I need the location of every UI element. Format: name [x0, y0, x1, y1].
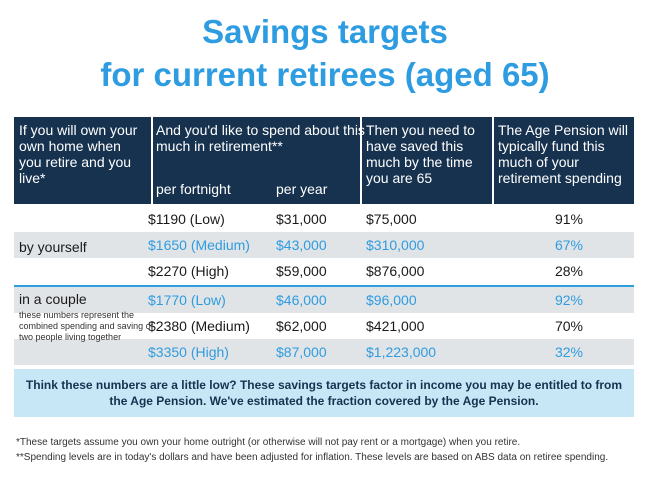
per-year-cell: $62,000	[276, 318, 327, 334]
saved-cell: $310,000	[366, 237, 425, 253]
saved-cell: $96,000	[366, 292, 417, 308]
saved-cell: $876,000	[366, 263, 425, 279]
header-divider	[151, 117, 153, 204]
group-divider	[14, 285, 634, 287]
per-year-cell: $46,000	[276, 292, 327, 308]
per-fortnight-cell: $1190 (Low)	[148, 211, 225, 227]
per-year-cell: $31,000	[276, 211, 327, 227]
per-fortnight-cell: $1650 (Medium)	[148, 237, 250, 253]
saved-cell: $1,223,000	[366, 344, 437, 360]
saved-cell: $75,000	[366, 211, 417, 227]
per-fortnight-cell: $3350 (High)	[148, 344, 229, 360]
footnote-1: *These targets assume you own your home …	[16, 437, 521, 448]
pension-cell: 28%	[554, 263, 584, 279]
table-row: $3350 (High) $87,000 $1,223,000 32%	[14, 339, 634, 365]
header-living-situation: If you will own your own home when you r…	[19, 122, 138, 186]
per-year-cell: $59,000	[276, 263, 327, 279]
table-row: $2270 (High) $59,000 $876,000 28%	[14, 258, 634, 284]
header-savings-needed: Then you need to have saved this much by…	[366, 122, 475, 186]
header-divider	[492, 117, 494, 204]
pension-cell: 67%	[554, 237, 584, 253]
per-fortnight-cell: $1770 (Low)	[148, 292, 226, 308]
saved-cell: $421,000	[366, 318, 425, 334]
header-divider	[360, 117, 362, 204]
group-label-couple: in a couple	[19, 291, 87, 307]
callout-text: Think these numbers are a little low? Th…	[25, 378, 623, 408]
title-line-1: Savings targets	[202, 13, 448, 50]
header-per-year: per year	[276, 181, 328, 197]
title-line-2: for current retirees (aged 65)	[100, 56, 550, 93]
group-label-single: by yourself	[19, 239, 87, 255]
per-year-cell: $43,000	[276, 237, 327, 253]
footnote-2: **Spending levels are in today's dollars…	[16, 452, 609, 463]
pension-cell: 92%	[554, 292, 584, 308]
pension-cell: 32%	[554, 344, 584, 360]
table-row: $1770 (Low) $46,000 $96,000 92%	[14, 287, 634, 313]
table-row: $1650 (Medium) $43,000 $310,000 67%	[14, 232, 634, 258]
table-row: $1190 (Low) $31,000 $75,000 91%	[14, 206, 634, 232]
header-spending: And you'd like to spend about this much …	[156, 122, 365, 154]
header-per-fortnight: per fortnight	[156, 181, 231, 197]
savings-table: If you will own your own home when you r…	[14, 117, 634, 365]
per-fortnight-cell: $2270 (High)	[148, 263, 229, 279]
per-year-cell: $87,000	[276, 344, 327, 360]
table-header: If you will own your own home when you r…	[14, 117, 634, 204]
pension-cell: 70%	[554, 318, 584, 334]
pension-cell: 91%	[554, 211, 584, 227]
table-row: $2380 (Medium) $62,000 $421,000 70%	[14, 313, 634, 339]
header-age-pension: The Age Pension will typically fund this…	[498, 122, 628, 186]
per-fortnight-cell: $2380 (Medium)	[148, 318, 250, 334]
callout-box: Think these numbers are a little low? Th…	[14, 369, 634, 417]
couple-note: these numbers represent the combined spe…	[19, 310, 154, 342]
